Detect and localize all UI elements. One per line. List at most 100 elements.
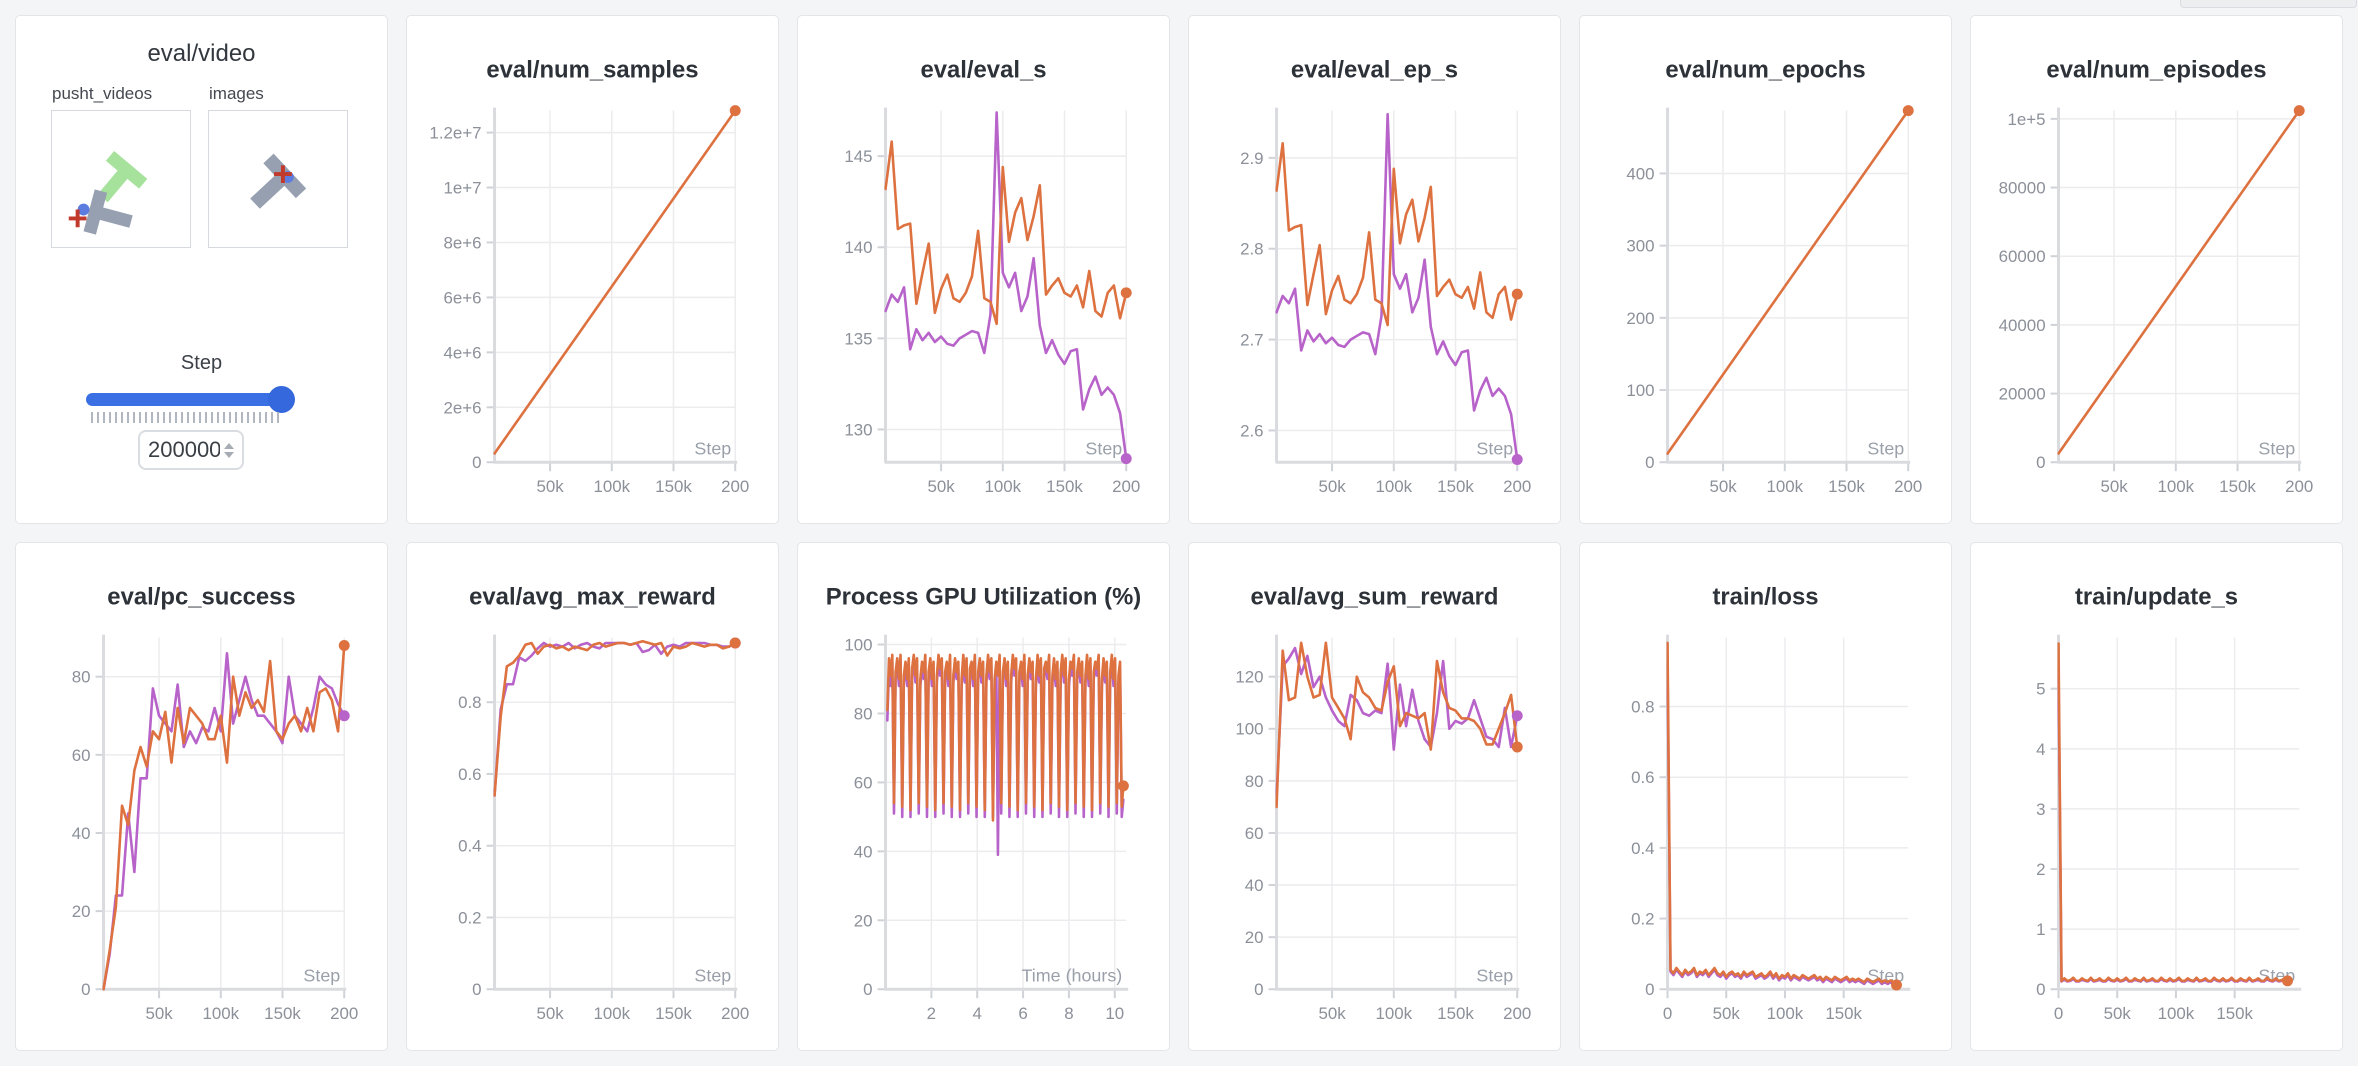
svg-text:200: 200 bbox=[721, 1004, 749, 1023]
svg-text:1e+5: 1e+5 bbox=[2008, 110, 2046, 129]
svg-text:150k: 150k bbox=[655, 1004, 692, 1023]
svg-text:0: 0 bbox=[472, 453, 481, 472]
gray-t-block bbox=[250, 153, 307, 209]
step-value-input[interactable] bbox=[148, 437, 220, 463]
svg-text:eval/eval_ep_s: eval/eval_ep_s bbox=[1291, 57, 1458, 84]
chart-eval-num-samples[interactable]: eval/num_samples 0 2e+6 4e+6 6e+6 8e+6 1e+7 1.2… bbox=[407, 16, 778, 523]
chart-process-gpu-utilization[interactable]: Process GPU Utilization (%) 0 20 40 60 80 100 2… bbox=[798, 543, 1169, 1050]
svg-text:0.8: 0.8 bbox=[458, 693, 481, 712]
svg-text:eval/num_epochs: eval/num_epochs bbox=[1665, 57, 1865, 84]
svg-text:200: 200 bbox=[1626, 309, 1654, 328]
step-slider-ruler bbox=[91, 412, 279, 423]
svg-text:140: 140 bbox=[844, 238, 872, 257]
svg-text:50k: 50k bbox=[536, 1004, 564, 1023]
svg-text:150k: 150k bbox=[2219, 477, 2256, 496]
svg-text:100k: 100k bbox=[1767, 1004, 1804, 1023]
svg-text:145: 145 bbox=[844, 147, 872, 166]
agent-dot bbox=[77, 203, 90, 216]
video-thumbnail-images[interactable] bbox=[208, 110, 348, 248]
svg-text:0: 0 bbox=[863, 980, 872, 999]
svg-text:60: 60 bbox=[72, 746, 91, 765]
svg-text:Step: Step bbox=[2258, 438, 2295, 458]
svg-text:80: 80 bbox=[72, 668, 91, 687]
svg-text:20000: 20000 bbox=[1999, 385, 2046, 404]
svg-text:8e+6: 8e+6 bbox=[444, 233, 482, 252]
video-thumbnail-pusht[interactable] bbox=[51, 110, 191, 248]
svg-text:200: 200 bbox=[330, 1004, 358, 1023]
step-slider-track[interactable] bbox=[86, 393, 291, 406]
svg-text:40000: 40000 bbox=[1999, 316, 2046, 335]
svg-text:2.8: 2.8 bbox=[1240, 240, 1263, 259]
svg-text:Step: Step bbox=[1476, 965, 1513, 985]
chart-eval-eval-ep-s[interactable]: eval/eval_ep_s 2.6 2.7 2.8 2.9 50k 100k 150k 200… bbox=[1189, 16, 1560, 523]
svg-text:80000: 80000 bbox=[1999, 179, 2046, 198]
chart-eval-pc-success[interactable]: eval/pc_success 0 20 40 60 80 50k 100k 150k 200 St… bbox=[16, 543, 387, 1050]
panel-eval-avg-max-reward: eval/avg_max_reward 0 0.2 0.4 0.6 0.8 50k 100k 1… bbox=[406, 542, 779, 1051]
chart-eval-num-episodes[interactable]: eval/num_episodes 0 20000 40000 60000 80000 1e… bbox=[1971, 16, 2342, 523]
step-slider-knob[interactable] bbox=[268, 386, 295, 413]
svg-text:300: 300 bbox=[1626, 237, 1654, 256]
svg-text:2: 2 bbox=[2036, 860, 2045, 879]
panel-eval-num-epochs: eval/num_epochs 0 100 200 300 400 50k 100k 150k 2… bbox=[1579, 15, 1952, 524]
chart-eval-eval-s[interactable]: eval/eval_s 130 135 140 145 50k 100k 150k 200 Ste… bbox=[798, 16, 1169, 523]
svg-text:60000: 60000 bbox=[1999, 247, 2046, 266]
svg-text:20: 20 bbox=[72, 902, 91, 921]
svg-text:Step: Step bbox=[1085, 438, 1122, 458]
svg-text:50k: 50k bbox=[1318, 477, 1346, 496]
panel-eval-video: eval/video pusht_videos images bbox=[15, 15, 388, 524]
svg-text:eval/num_episodes: eval/num_episodes bbox=[2046, 57, 2266, 84]
svg-text:150k: 150k bbox=[1825, 1004, 1862, 1023]
svg-text:60: 60 bbox=[854, 773, 873, 792]
svg-text:50k: 50k bbox=[536, 477, 564, 496]
svg-text:120: 120 bbox=[1235, 668, 1263, 687]
step-increment-button[interactable] bbox=[224, 442, 234, 449]
svg-text:200: 200 bbox=[1894, 477, 1922, 496]
svg-text:4: 4 bbox=[2036, 740, 2045, 759]
panel-process-gpu-utilization: Process GPU Utilization (%) 0 20 40 60 80 100 2… bbox=[797, 542, 1170, 1051]
target-cross-icon bbox=[274, 165, 292, 183]
svg-text:0.8: 0.8 bbox=[1631, 698, 1654, 717]
svg-text:50k: 50k bbox=[145, 1004, 173, 1023]
svg-text:2e+6: 2e+6 bbox=[444, 398, 482, 417]
svg-text:50k: 50k bbox=[1713, 1004, 1741, 1023]
step-decrement-button[interactable] bbox=[224, 451, 234, 458]
svg-text:130: 130 bbox=[844, 420, 872, 439]
svg-text:1.2e+7: 1.2e+7 bbox=[429, 124, 481, 143]
svg-text:0: 0 bbox=[1663, 1004, 1672, 1023]
svg-text:100k: 100k bbox=[202, 1004, 239, 1023]
svg-text:50k: 50k bbox=[927, 477, 955, 496]
svg-text:0: 0 bbox=[1645, 453, 1654, 472]
svg-text:40: 40 bbox=[72, 824, 91, 843]
svg-text:100: 100 bbox=[844, 635, 872, 654]
svg-text:Step: Step bbox=[1476, 438, 1513, 458]
step-input-box bbox=[138, 430, 244, 470]
media-key-images: images bbox=[209, 84, 264, 103]
svg-text:200: 200 bbox=[1503, 477, 1531, 496]
svg-text:8: 8 bbox=[1064, 1004, 1073, 1023]
svg-text:0: 0 bbox=[81, 980, 90, 999]
svg-text:train/update_s: train/update_s bbox=[2075, 584, 2238, 611]
svg-text:Process GPU Utilization (%): Process GPU Utilization (%) bbox=[826, 584, 1142, 611]
svg-text:0.2: 0.2 bbox=[1631, 910, 1654, 929]
svg-text:150k: 150k bbox=[2216, 1004, 2253, 1023]
green-t-block bbox=[97, 150, 148, 203]
chart-eval-avg-max-reward[interactable]: eval/avg_max_reward 0 0.2 0.4 0.6 0.8 50k 100k 1… bbox=[407, 543, 778, 1050]
svg-text:100k: 100k bbox=[2158, 1004, 2195, 1023]
svg-text:50k: 50k bbox=[2100, 477, 2128, 496]
svg-text:eval/num_samples: eval/num_samples bbox=[486, 57, 698, 84]
panel-title: eval/video bbox=[147, 40, 256, 67]
gray-t-block bbox=[83, 189, 133, 235]
svg-text:Step: Step bbox=[303, 965, 340, 985]
svg-text:2.6: 2.6 bbox=[1240, 421, 1263, 440]
svg-text:20: 20 bbox=[854, 911, 873, 930]
panel-eval-eval-s: eval/eval_s 130 135 140 145 50k 100k 150k 200 Ste… bbox=[797, 15, 1170, 524]
step-slider-label: Step bbox=[180, 352, 223, 374]
svg-text:Step: Step bbox=[694, 965, 731, 985]
chart-eval-num-epochs[interactable]: eval/num_epochs 0 100 200 300 400 50k 100k 150k 2… bbox=[1580, 16, 1951, 523]
svg-text:150k: 150k bbox=[264, 1004, 301, 1023]
chart-eval-avg-sum-reward[interactable]: eval/avg_sum_reward 0 20 40 60 80 100 120 50k 100… bbox=[1189, 543, 1560, 1050]
svg-text:150k: 150k bbox=[1046, 477, 1083, 496]
svg-text:50k: 50k bbox=[1709, 477, 1737, 496]
